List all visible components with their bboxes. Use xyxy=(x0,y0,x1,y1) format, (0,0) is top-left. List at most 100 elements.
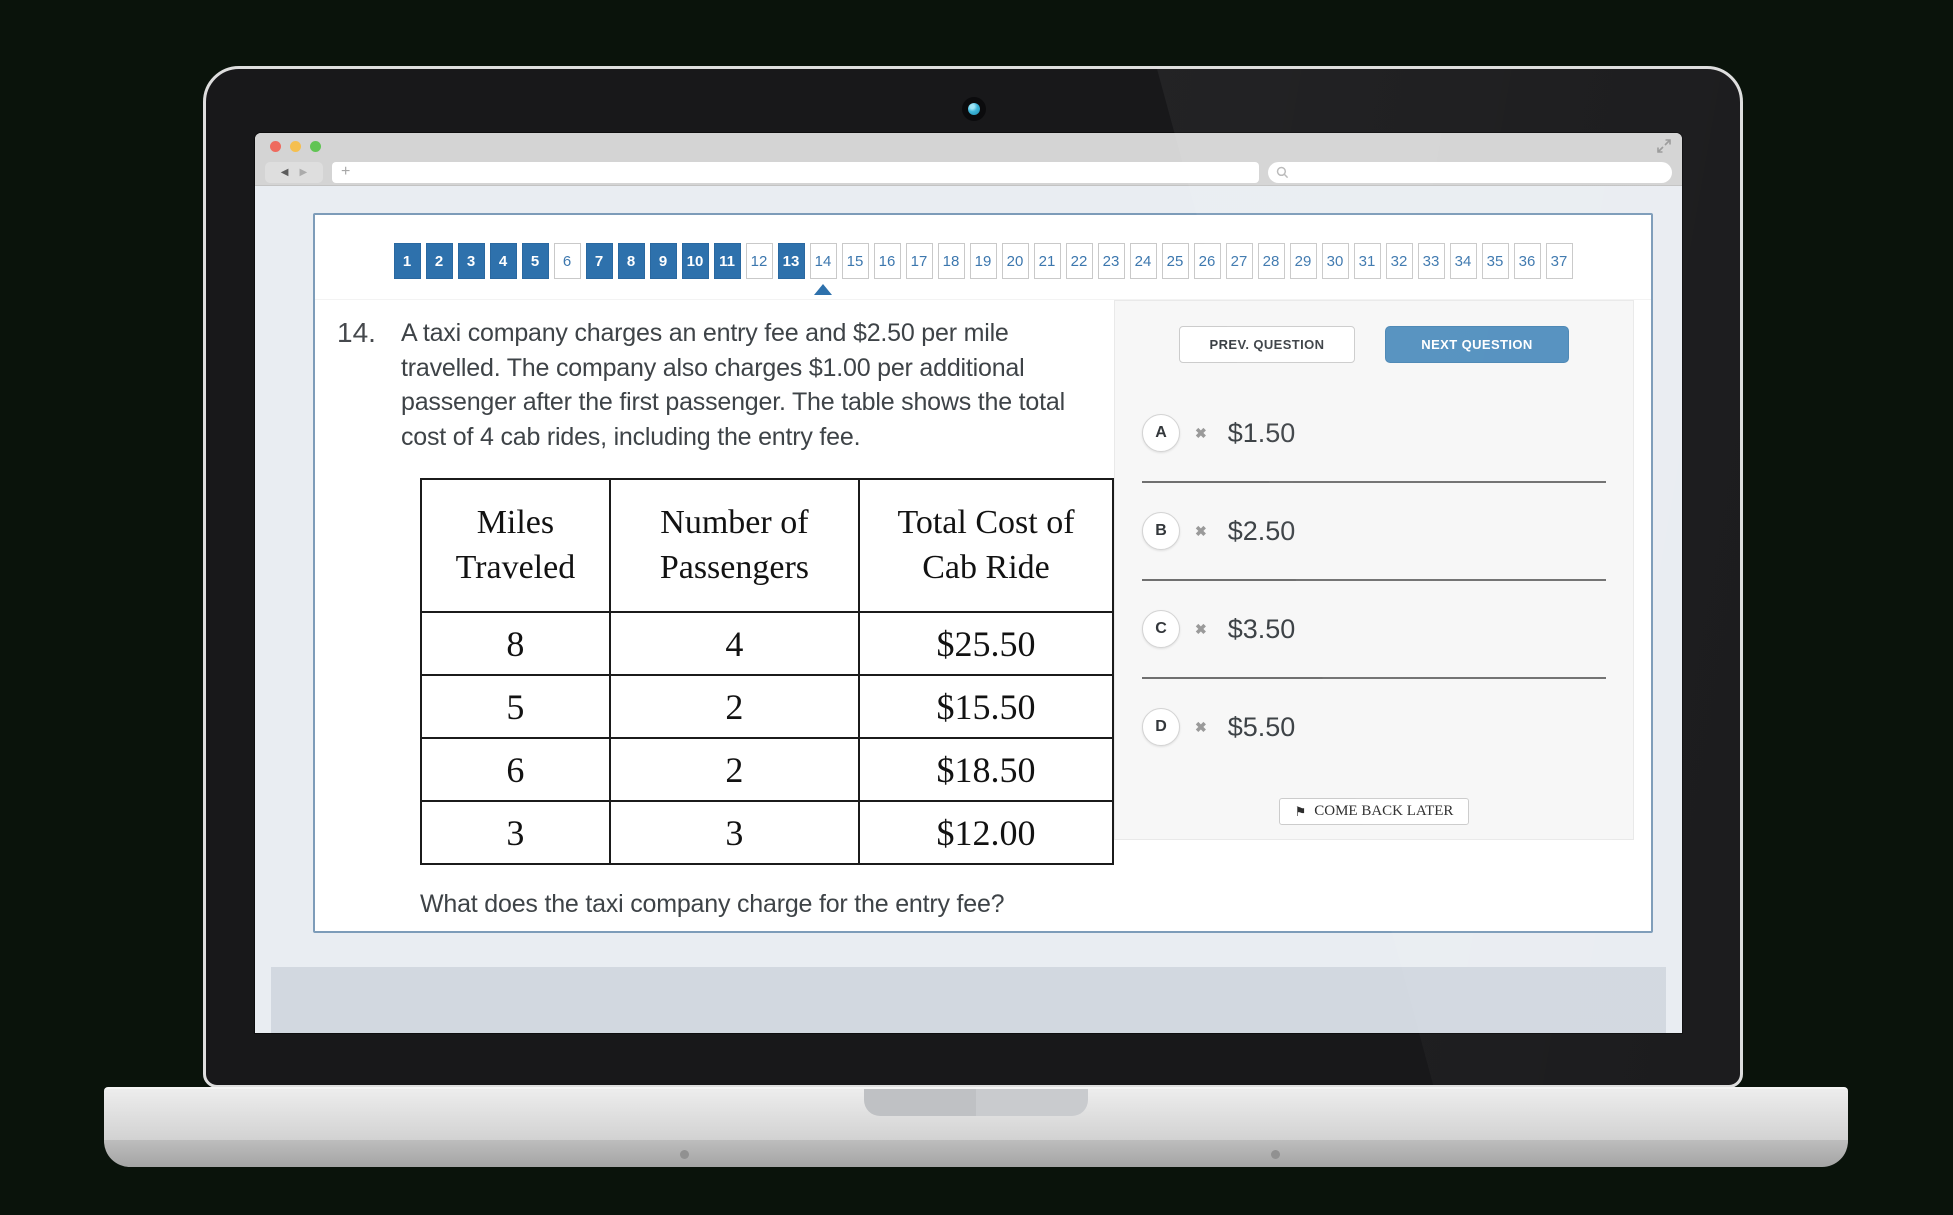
laptop-base-notch xyxy=(864,1089,1088,1116)
laptop-foot xyxy=(1271,1150,1280,1159)
question-nav-item-4[interactable]: 4 xyxy=(489,243,517,279)
question-nav-item-2[interactable]: 2 xyxy=(425,243,453,279)
option-value: $2.50 xyxy=(1227,515,1296,546)
question-nav-item-9[interactable]: 9 xyxy=(649,243,677,279)
eliminate-option-icon[interactable]: ✖ xyxy=(1195,620,1207,637)
eliminate-option-icon[interactable]: ✖ xyxy=(1195,522,1207,539)
question-nav-item-18[interactable]: 18 xyxy=(937,243,965,279)
question-nav-item-33[interactable]: 33 xyxy=(1417,243,1445,279)
table-header-cell: Total Cost of Cab Ride xyxy=(858,478,1114,613)
option-letter-badge[interactable]: D xyxy=(1142,708,1180,746)
search-icon xyxy=(1276,166,1289,179)
answer-option-B[interactable]: B ✖ $2.50 xyxy=(1142,506,1606,556)
browser-chrome: ◀ ▶ + xyxy=(255,133,1682,186)
page-viewport: 1 2 3 4 5 6 7 8 9 10 11 12 13 14 15 16 17 18 19 20 21 22 23 24 2… xyxy=(255,186,1682,1033)
expand-icon[interactable] xyxy=(1657,139,1671,153)
laptop-base-bottom xyxy=(104,1140,1848,1167)
table-header-cell: Miles Traveled xyxy=(420,478,611,613)
question-nav-item-11[interactable]: 11 xyxy=(713,243,741,279)
question-nav-item-8[interactable]: 8 xyxy=(617,243,645,279)
question-nav-item-25[interactable]: 25 xyxy=(1161,243,1189,279)
minimize-window-button[interactable] xyxy=(290,141,301,152)
question-nav-item-31[interactable]: 31 xyxy=(1353,243,1381,279)
question-nav-item-32[interactable]: 32 xyxy=(1385,243,1413,279)
question-nav-item-13[interactable]: 13 xyxy=(777,243,805,279)
question-nav-item-12[interactable]: 12 xyxy=(745,243,773,279)
question-content: 14. A taxi company charges an entry fee … xyxy=(315,299,1651,919)
question-nav-item-6[interactable]: 6 xyxy=(553,243,581,279)
answer-panel: PREV. QUESTION NEXT QUESTION A ✖ $1.50 B ✖ $2… xyxy=(1114,300,1634,840)
question-nav-item-22[interactable]: 22 xyxy=(1065,243,1093,279)
laptop-base xyxy=(104,1087,1848,1140)
option-value: $5.50 xyxy=(1227,711,1296,742)
question-nav-item-5[interactable]: 5 xyxy=(521,243,549,279)
question-nav-item-27[interactable]: 27 xyxy=(1225,243,1253,279)
question-nav-item-36[interactable]: 36 xyxy=(1513,243,1541,279)
question-nav-item-23[interactable]: 23 xyxy=(1097,243,1125,279)
next-question-button[interactable]: NEXT QUESTION xyxy=(1385,326,1569,363)
page-footer-band xyxy=(271,967,1666,1033)
table-cell: $12.00 xyxy=(858,800,1114,865)
back-button[interactable]: ◀ xyxy=(280,167,289,178)
eliminate-option-icon[interactable]: ✖ xyxy=(1195,424,1207,441)
option-value: $3.50 xyxy=(1227,613,1296,644)
url-bar[interactable]: + xyxy=(332,162,1259,183)
option-letter-badge[interactable]: C xyxy=(1142,610,1180,648)
question-nav: 1 2 3 4 5 6 7 8 9 10 11 12 13 14 15 16 17 18 19 20 21 22 23 24 2… xyxy=(315,243,1651,295)
close-window-button[interactable] xyxy=(270,141,281,152)
question-nav-item-14[interactable]: 14 xyxy=(809,243,837,295)
table-header-row: Miles Traveled Number of Passengers Total … xyxy=(420,478,1114,613)
table-cell: 6 xyxy=(420,737,611,802)
browser-toolbar: ◀ ▶ + xyxy=(255,159,1682,186)
question-nav-item-37[interactable]: 37 xyxy=(1545,243,1573,279)
window-controls xyxy=(270,141,321,152)
question-nav-item-16[interactable]: 16 xyxy=(873,243,901,279)
question-text: A taxi company charges an entry fee and … xyxy=(401,319,1065,451)
option-divider xyxy=(1142,481,1606,483)
prev-question-button[interactable]: PREV. QUESTION xyxy=(1179,326,1355,363)
question-nav-item-21[interactable]: 21 xyxy=(1033,243,1061,279)
answer-option-D[interactable]: D ✖ $5.50 xyxy=(1142,702,1606,752)
question-nav-item-30[interactable]: 30 xyxy=(1321,243,1349,279)
question-nav-item-15[interactable]: 15 xyxy=(841,243,869,279)
question-nav-item-19[interactable]: 19 xyxy=(969,243,997,279)
answer-option-C[interactable]: C ✖ $3.50 xyxy=(1142,604,1606,654)
question-area: 14. A taxi company charges an entry fee … xyxy=(337,300,1114,919)
come-back-later-button[interactable]: ⚑ COME BACK LATER xyxy=(1278,798,1470,825)
table-row: 3 3 $12.00 xyxy=(420,800,1114,865)
table-row: 8 4 $25.50 xyxy=(420,611,1114,676)
zoom-window-button[interactable] xyxy=(310,141,321,152)
browser-search-bar[interactable] xyxy=(1268,162,1672,183)
question-nav-item-7[interactable]: 7 xyxy=(585,243,613,279)
forward-button[interactable]: ▶ xyxy=(299,167,308,178)
table-cell: 3 xyxy=(608,800,861,865)
question-nav-item-35[interactable]: 35 xyxy=(1481,243,1509,279)
question-nav-item-26[interactable]: 26 xyxy=(1193,243,1221,279)
question-nav-item-29[interactable]: 29 xyxy=(1289,243,1317,279)
table-cell: 2 xyxy=(608,737,861,802)
question-nav-item-17[interactable]: 17 xyxy=(905,243,933,279)
browser-nav-buttons: ◀ ▶ xyxy=(265,162,323,183)
laptop-foot xyxy=(680,1150,689,1159)
table-cell: 2 xyxy=(608,674,861,739)
flag-icon: ⚑ xyxy=(1294,803,1307,819)
question-nav-item-10[interactable]: 10 xyxy=(681,243,709,279)
answer-option-A[interactable]: A ✖ $1.50 xyxy=(1142,408,1606,458)
answer-options: A ✖ $1.50 B ✖ $2.50 C ✖ $3.50 D ✖ $5.50 xyxy=(1115,408,1633,752)
question-nav-item-24[interactable]: 24 xyxy=(1129,243,1157,279)
table-cell: 4 xyxy=(608,611,861,676)
question-nav-item-20[interactable]: 20 xyxy=(1001,243,1029,279)
question-nav-item-28[interactable]: 28 xyxy=(1257,243,1285,279)
question-nav-item-3[interactable]: 3 xyxy=(457,243,485,279)
option-letter-badge[interactable]: B xyxy=(1142,512,1180,550)
table-cell: $15.50 xyxy=(858,674,1114,739)
option-letter-badge[interactable]: A xyxy=(1142,414,1180,452)
option-divider xyxy=(1142,579,1606,581)
question-nav-item-34[interactable]: 34 xyxy=(1449,243,1477,279)
eliminate-option-icon[interactable]: ✖ xyxy=(1195,718,1207,735)
table-cell: 8 xyxy=(420,611,611,676)
current-question-marker xyxy=(814,284,832,295)
question-nav-item-1[interactable]: 1 xyxy=(393,243,421,279)
